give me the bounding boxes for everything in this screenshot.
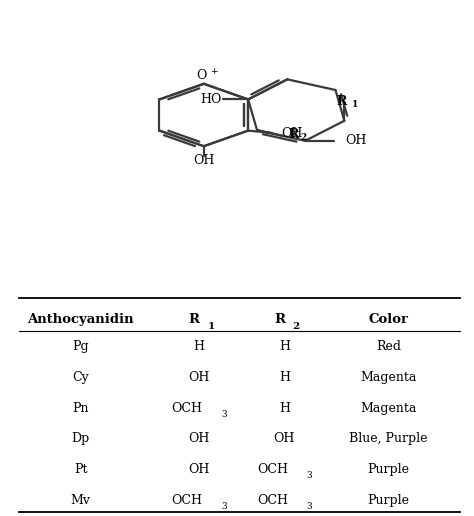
Text: 3: 3: [221, 410, 227, 419]
Text: 3: 3: [306, 502, 312, 511]
Text: 2: 2: [301, 134, 307, 142]
Text: Anthocyanidin: Anthocyanidin: [27, 313, 134, 326]
Text: HO: HO: [201, 93, 222, 106]
Text: Red: Red: [376, 341, 401, 353]
Text: Color: Color: [369, 313, 409, 326]
Text: 1: 1: [207, 322, 215, 331]
Text: OH: OH: [188, 432, 210, 445]
Text: 1: 1: [352, 100, 358, 109]
Text: Blue, Purple: Blue, Purple: [349, 432, 428, 445]
Text: Dp: Dp: [72, 432, 90, 445]
Text: OCH: OCH: [172, 401, 203, 415]
Text: OH: OH: [193, 154, 215, 167]
Text: +: +: [210, 67, 218, 76]
Text: Mv: Mv: [71, 494, 91, 507]
Text: Magenta: Magenta: [361, 371, 417, 384]
Text: OCH: OCH: [257, 463, 288, 476]
Text: OH: OH: [188, 371, 210, 384]
Text: Pg: Pg: [72, 341, 89, 353]
Text: R: R: [337, 95, 347, 108]
Text: Pn: Pn: [73, 401, 89, 415]
Text: H: H: [279, 371, 290, 384]
Text: OH: OH: [346, 134, 367, 147]
Text: 3: 3: [306, 471, 312, 480]
Text: Cy: Cy: [72, 371, 89, 384]
Text: Purple: Purple: [368, 494, 410, 507]
Text: R: R: [274, 313, 285, 326]
Text: OH: OH: [282, 127, 303, 140]
Text: R: R: [189, 313, 200, 326]
Text: H: H: [279, 341, 290, 353]
Text: OCH: OCH: [257, 494, 288, 507]
Text: H: H: [193, 341, 205, 353]
Text: R: R: [289, 128, 299, 141]
Text: O: O: [196, 69, 207, 82]
Text: OCH: OCH: [172, 494, 203, 507]
Text: 2: 2: [292, 322, 300, 331]
Text: OH: OH: [273, 432, 295, 445]
Text: Magenta: Magenta: [361, 401, 417, 415]
Text: 3: 3: [221, 502, 227, 511]
Text: H: H: [279, 401, 290, 415]
Text: Purple: Purple: [368, 463, 410, 476]
Text: OH: OH: [188, 463, 210, 476]
Text: Pt: Pt: [74, 463, 87, 476]
